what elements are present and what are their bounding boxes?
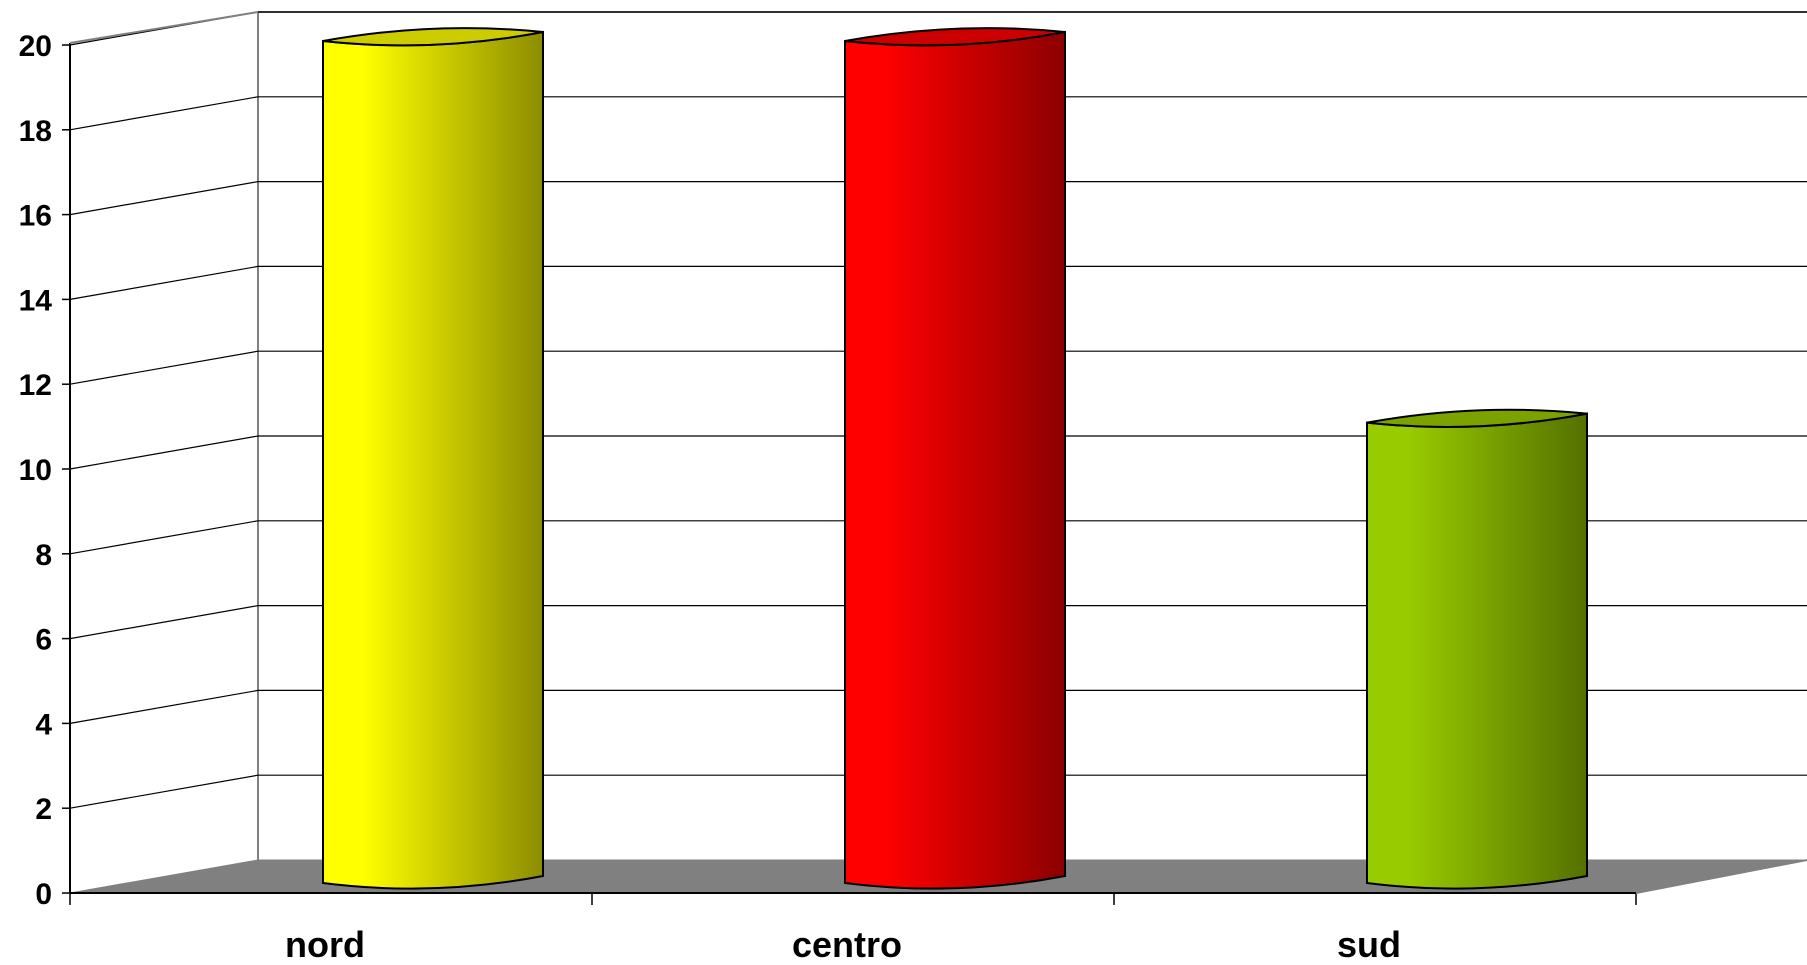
y-tick-label: 12 bbox=[19, 369, 52, 402]
x-axis-category-labels: nord centro sud bbox=[285, 924, 1401, 965]
axes bbox=[62, 11, 1807, 905]
x-tick-label-centro: centro bbox=[792, 924, 902, 965]
x-tick-label-nord: nord bbox=[285, 924, 365, 965]
bar-top-centro bbox=[844, 27, 1066, 47]
y-tick-label: 16 bbox=[19, 200, 52, 233]
y-axis-tick-labels: 0 2 4 6 8 10 12 14 16 18 20 bbox=[19, 30, 53, 911]
gridline-side bbox=[69, 605, 259, 640]
bars bbox=[322, 27, 1588, 890]
gridline-side bbox=[69, 774, 259, 809]
y-tick-label: 4 bbox=[35, 708, 52, 741]
y-tick-label: 8 bbox=[35, 539, 52, 572]
gridline-side bbox=[69, 96, 259, 131]
gridline-side bbox=[69, 350, 259, 385]
y-axis-top-edge bbox=[69, 11, 259, 44]
bar-sud bbox=[1366, 412, 1588, 890]
y-tick-label: 14 bbox=[19, 284, 53, 317]
y-tick-label: 18 bbox=[19, 115, 52, 148]
bar-top-sud bbox=[1366, 408, 1588, 428]
y-tick-label: 6 bbox=[35, 624, 52, 657]
gridline-side bbox=[69, 689, 259, 724]
bar-nord bbox=[322, 30, 544, 890]
gridline-side bbox=[69, 435, 259, 470]
bar-top-nord bbox=[322, 27, 544, 47]
bar-centro bbox=[844, 30, 1066, 890]
y-tick-label: 20 bbox=[19, 30, 52, 63]
y-tick-label: 10 bbox=[19, 454, 52, 487]
floor-right-edge bbox=[1635, 859, 1807, 894]
gridline-side bbox=[69, 181, 259, 216]
gridline-side bbox=[69, 265, 259, 300]
x-tick-label-sud: sud bbox=[1337, 924, 1401, 965]
y-tick-label: 0 bbox=[35, 878, 52, 911]
y-tick-label: 2 bbox=[35, 793, 52, 826]
gridline-side bbox=[69, 520, 259, 555]
